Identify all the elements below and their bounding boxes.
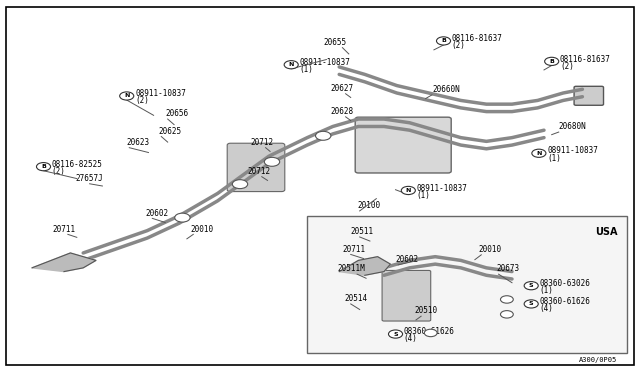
Circle shape (500, 296, 513, 303)
Text: S: S (529, 301, 534, 307)
Text: 08911-10837: 08911-10837 (135, 89, 186, 98)
Polygon shape (339, 257, 390, 275)
Text: USA: USA (595, 227, 618, 237)
Text: 08911-10837: 08911-10837 (547, 147, 598, 155)
Text: 20660N: 20660N (432, 85, 460, 94)
Text: 08116-82525: 08116-82525 (52, 160, 102, 169)
Text: 20712: 20712 (247, 167, 270, 176)
Circle shape (532, 149, 546, 157)
Text: 20510: 20510 (415, 307, 438, 315)
Text: (1): (1) (300, 65, 314, 74)
FancyBboxPatch shape (307, 216, 627, 353)
Text: 08360-61626: 08360-61626 (404, 327, 454, 336)
Text: 20602: 20602 (396, 255, 419, 264)
Text: (2): (2) (52, 167, 66, 176)
Text: 08360-63026: 08360-63026 (540, 279, 590, 288)
Text: N: N (536, 151, 541, 156)
Text: 20627: 20627 (331, 84, 354, 93)
Text: (1): (1) (540, 286, 554, 295)
Text: (4): (4) (540, 304, 554, 313)
Text: 08116-81637: 08116-81637 (452, 34, 502, 43)
Text: 20511M: 20511M (337, 264, 365, 273)
Text: (2): (2) (560, 62, 574, 71)
Text: 20680N: 20680N (559, 122, 586, 131)
Text: B: B (549, 59, 554, 64)
Text: 20625: 20625 (159, 127, 182, 136)
Text: 27657J: 27657J (76, 174, 103, 183)
Circle shape (401, 186, 415, 195)
Text: 08911-10837: 08911-10837 (417, 184, 467, 193)
Circle shape (436, 37, 451, 45)
Text: 20010: 20010 (191, 225, 214, 234)
Circle shape (175, 213, 190, 222)
Text: 20712: 20712 (251, 138, 274, 147)
Text: 20673: 20673 (496, 264, 519, 273)
Text: (2): (2) (452, 41, 466, 50)
Text: 08911-10837: 08911-10837 (300, 58, 350, 67)
Text: 20623: 20623 (127, 138, 150, 147)
Text: 20010: 20010 (479, 245, 502, 254)
Text: S: S (529, 283, 534, 288)
Text: 20511: 20511 (351, 227, 374, 236)
Circle shape (232, 180, 248, 189)
Text: B: B (41, 164, 46, 169)
Circle shape (284, 61, 298, 69)
Circle shape (500, 311, 513, 318)
Text: (2): (2) (135, 96, 149, 105)
Circle shape (316, 131, 331, 140)
FancyBboxPatch shape (355, 117, 451, 173)
Text: N: N (289, 62, 294, 67)
Text: A300/0P05: A300/0P05 (579, 357, 618, 363)
Text: 20655: 20655 (323, 38, 346, 46)
Circle shape (36, 163, 51, 171)
Text: 20711: 20711 (342, 245, 365, 254)
Circle shape (120, 92, 134, 100)
FancyBboxPatch shape (227, 143, 285, 192)
FancyBboxPatch shape (382, 270, 431, 321)
Circle shape (545, 57, 559, 65)
Text: N: N (406, 188, 411, 193)
FancyBboxPatch shape (6, 7, 634, 365)
Text: 20711: 20711 (52, 225, 76, 234)
Text: 20602: 20602 (146, 209, 169, 218)
Text: B: B (441, 38, 446, 44)
Text: S: S (393, 331, 398, 337)
Circle shape (264, 157, 280, 166)
Polygon shape (32, 253, 96, 272)
Circle shape (388, 330, 403, 338)
Text: N: N (124, 93, 129, 99)
Circle shape (424, 329, 437, 337)
Text: 08360-61626: 08360-61626 (540, 297, 590, 306)
Circle shape (524, 300, 538, 308)
Text: 20514: 20514 (344, 294, 367, 303)
FancyBboxPatch shape (574, 86, 604, 105)
Text: 20628: 20628 (331, 107, 354, 116)
Text: (1): (1) (547, 154, 561, 163)
Text: (4): (4) (404, 334, 418, 343)
Circle shape (524, 282, 538, 290)
Text: 08116-81637: 08116-81637 (560, 55, 611, 64)
Text: 20100: 20100 (357, 201, 380, 210)
Text: 20656: 20656 (165, 109, 188, 118)
Text: (1): (1) (417, 191, 431, 200)
